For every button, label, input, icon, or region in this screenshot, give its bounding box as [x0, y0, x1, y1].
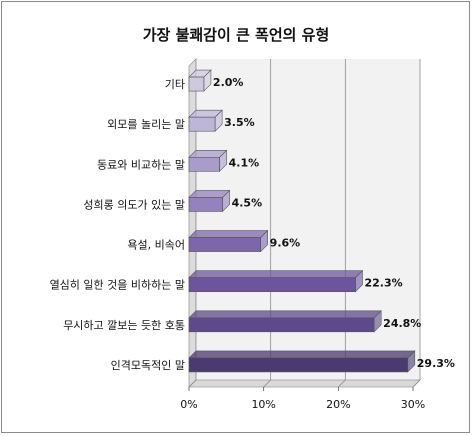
gridline-floor — [188, 379, 197, 388]
plot-area: 0% 10% 20% 30% 기타 2.0% 외모를 놀리는 말 3.5% 동료와 비교하는 말… — [50, 58, 455, 411]
data-label: 29.3% — [417, 357, 455, 370]
bar-top — [188, 230, 269, 238]
floor — [188, 379, 421, 388]
gridline-floor — [412, 379, 421, 388]
bar-top — [188, 270, 364, 278]
gridline-floor — [338, 379, 346, 388]
category-label: 인격모독적인 말 — [111, 359, 185, 372]
data-label: 2.0% — [213, 76, 244, 89]
category-label: 동료와 비교하는 말 — [97, 157, 185, 171]
category-label: 기타 — [165, 78, 185, 91]
bar-end — [373, 310, 382, 333]
data-label: 9.6% — [270, 237, 301, 250]
x-tick-label: 30% — [401, 398, 425, 411]
x-tick-label: 0% — [180, 398, 197, 411]
bar-top — [188, 310, 382, 319]
bar — [188, 357, 409, 373]
data-label: 24.8% — [383, 317, 421, 330]
bar-end — [219, 149, 227, 173]
data-label: 4.1% — [229, 156, 260, 169]
bar-end — [222, 189, 230, 213]
bar-end — [214, 109, 223, 132]
data-label: 3.5% — [224, 116, 255, 129]
x-tick-label: 10% — [251, 398, 275, 411]
side-wall — [188, 58, 197, 388]
bar-end — [203, 69, 212, 92]
gridline-floor — [263, 379, 271, 388]
bar — [188, 157, 220, 172]
bar — [188, 317, 375, 333]
bar — [188, 116, 216, 132]
category-label: 욕설, 비속어 — [127, 239, 185, 252]
x-tick-label: 20% — [326, 398, 350, 411]
category-label: 성희롱 의도가 있는 말 — [83, 198, 185, 211]
bar-top — [188, 350, 416, 359]
chart-title: 가장 불쾌감이 큰 폭언의 유형 — [143, 26, 330, 44]
back-wall — [196, 59, 420, 380]
bar-end — [355, 269, 363, 293]
bar — [188, 197, 223, 212]
bar — [188, 237, 261, 252]
category-label: 열심히 일한 것을 비하하는 말 — [50, 278, 185, 292]
data-label: 22.3% — [365, 277, 403, 290]
bar-end — [407, 350, 416, 373]
category-label: 외모를 놀리는 말 — [107, 118, 185, 131]
bar — [188, 76, 205, 92]
data-label: 4.5% — [232, 196, 263, 209]
category-label: 무시하고 깔보는 듯한 호통 — [63, 318, 185, 332]
bar-end — [260, 229, 268, 253]
bar — [188, 277, 356, 292]
